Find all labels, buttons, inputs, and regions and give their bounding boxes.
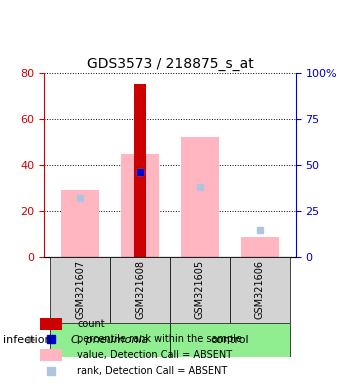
Text: GSM321608: GSM321608 [135,260,145,319]
FancyBboxPatch shape [230,257,290,323]
FancyBboxPatch shape [50,323,170,357]
Bar [241,237,279,257]
FancyBboxPatch shape [170,323,290,357]
Text: infection: infection [3,335,52,345]
Text: C. pneumonia: C. pneumonia [71,335,149,345]
Bar [121,154,159,257]
Text: GSM321607: GSM321607 [75,260,85,319]
Bar [181,137,219,257]
Title: GDS3573 / 218875_s_at: GDS3573 / 218875_s_at [87,56,253,71]
Text: GSM321606: GSM321606 [255,260,265,319]
Text: value, Detection Call = ABSENT: value, Detection Call = ABSENT [77,350,232,360]
Bar [61,190,99,257]
Bar [40,318,62,330]
Text: GSM321605: GSM321605 [195,260,205,319]
Bar [40,349,62,361]
FancyBboxPatch shape [170,257,230,323]
Text: control: control [210,335,249,345]
FancyBboxPatch shape [110,257,170,323]
Text: percentile rank within the sample: percentile rank within the sample [77,334,242,344]
Text: count: count [77,319,105,329]
Bar [134,84,146,257]
FancyBboxPatch shape [50,257,110,323]
Text: rank, Detection Call = ABSENT: rank, Detection Call = ABSENT [77,366,227,376]
